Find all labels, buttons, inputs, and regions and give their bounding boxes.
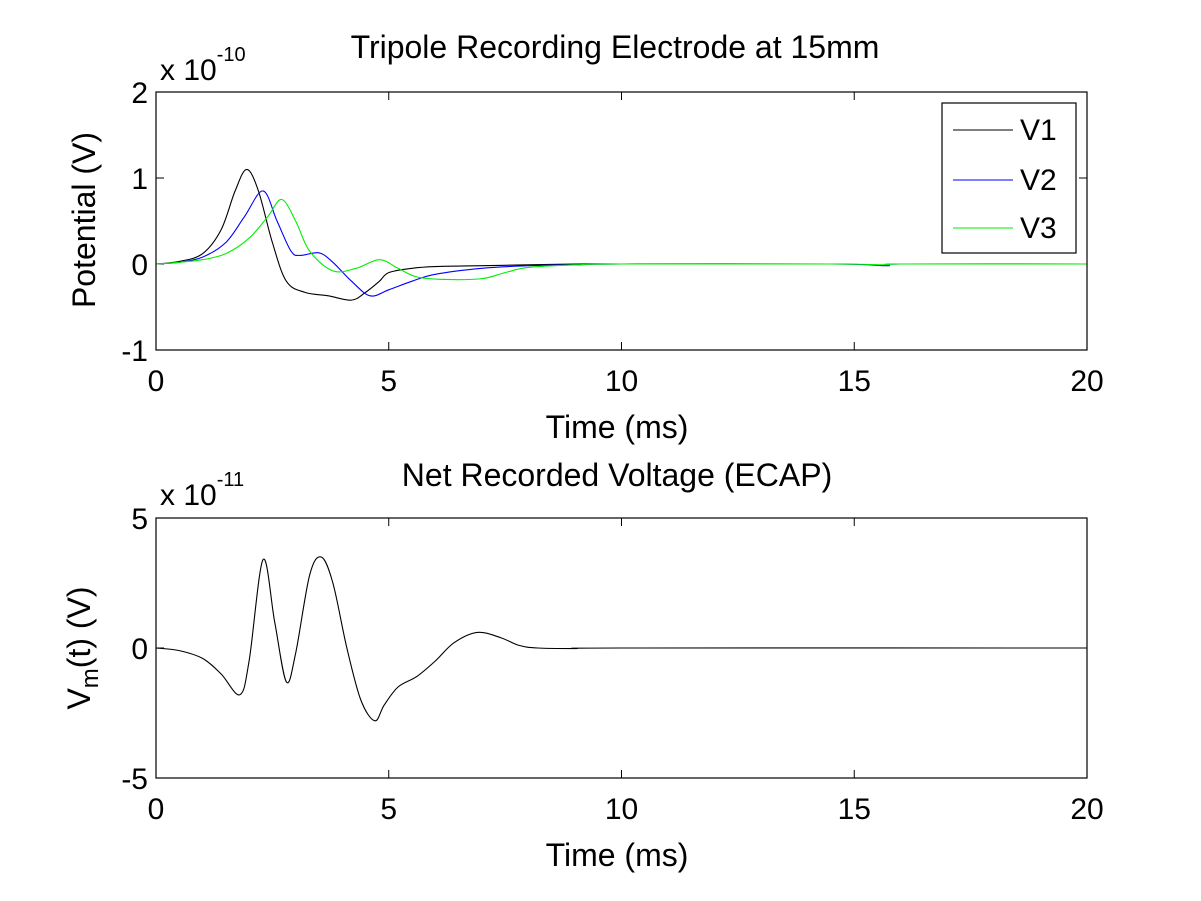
bottom-x-tick-label: 15 [838,793,871,826]
bottom-series-line-ecap [155,556,1088,722]
top-x-tick-label: 5 [380,365,397,398]
top-y-axis-label: Potential (V) [66,132,102,308]
top-x-axis-label: Time (ms) [546,409,689,445]
legend-label-v1: V1 [1020,114,1057,147]
top-x-tick-label: 20 [1070,365,1103,398]
top-x-tick-label: 10 [605,365,638,398]
bottom-chart-title: Net Recorded Voltage (ECAP) [402,457,832,493]
top-series-line-v3 [155,198,1088,281]
bottom-subplot: Net Recorded Voltage (ECAP) x 10-11 Vm(t… [61,457,1104,873]
legend-label-v2: V2 [1020,164,1057,197]
bottom-y-tick-label: 5 [131,503,148,536]
bottom-y-axis-label: Vm(t) (V) [61,586,104,709]
top-series-line-v1 [155,168,622,301]
bottom-series-lines [155,556,1088,722]
bottom-axis-ticks: 0 5 10 15 20-505 [121,503,1103,826]
top-y-tick-label: 0 [131,249,148,282]
top-x-tick-label: 0 [148,365,165,398]
bottom-y-tick-label: 0 [131,633,148,666]
bottom-x-tick-label: 0 [148,793,165,826]
bottom-x-tick-label: 5 [380,793,397,826]
top-chart-title: Tripole Recording Electrode at 15mm [351,29,880,65]
top-y-tick-label: 1 [131,163,148,196]
top-y-tick-label: -1 [121,335,148,368]
legend-label-v3: V3 [1020,212,1057,245]
bottom-y-multiplier: x 10-11 [160,469,244,512]
top-subplot: Tripole Recording Electrode at 15mm x 10… [66,29,1104,445]
top-series-lines [155,168,1088,301]
bottom-axes-frame [155,517,1088,779]
bottom-y-tick-label: -5 [121,763,148,796]
top-axes-frame [155,91,1088,351]
top-y-tick-label: 2 [131,77,148,110]
top-x-tick-label: 15 [838,365,871,398]
bottom-x-tick-label: 10 [605,793,638,826]
bottom-x-axis-label: Time (ms) [546,837,689,873]
top-y-multiplier: x 10-10 [160,44,246,87]
legend: V1 V2 V3 [941,102,1077,254]
bottom-x-tick-label: 20 [1070,793,1103,826]
